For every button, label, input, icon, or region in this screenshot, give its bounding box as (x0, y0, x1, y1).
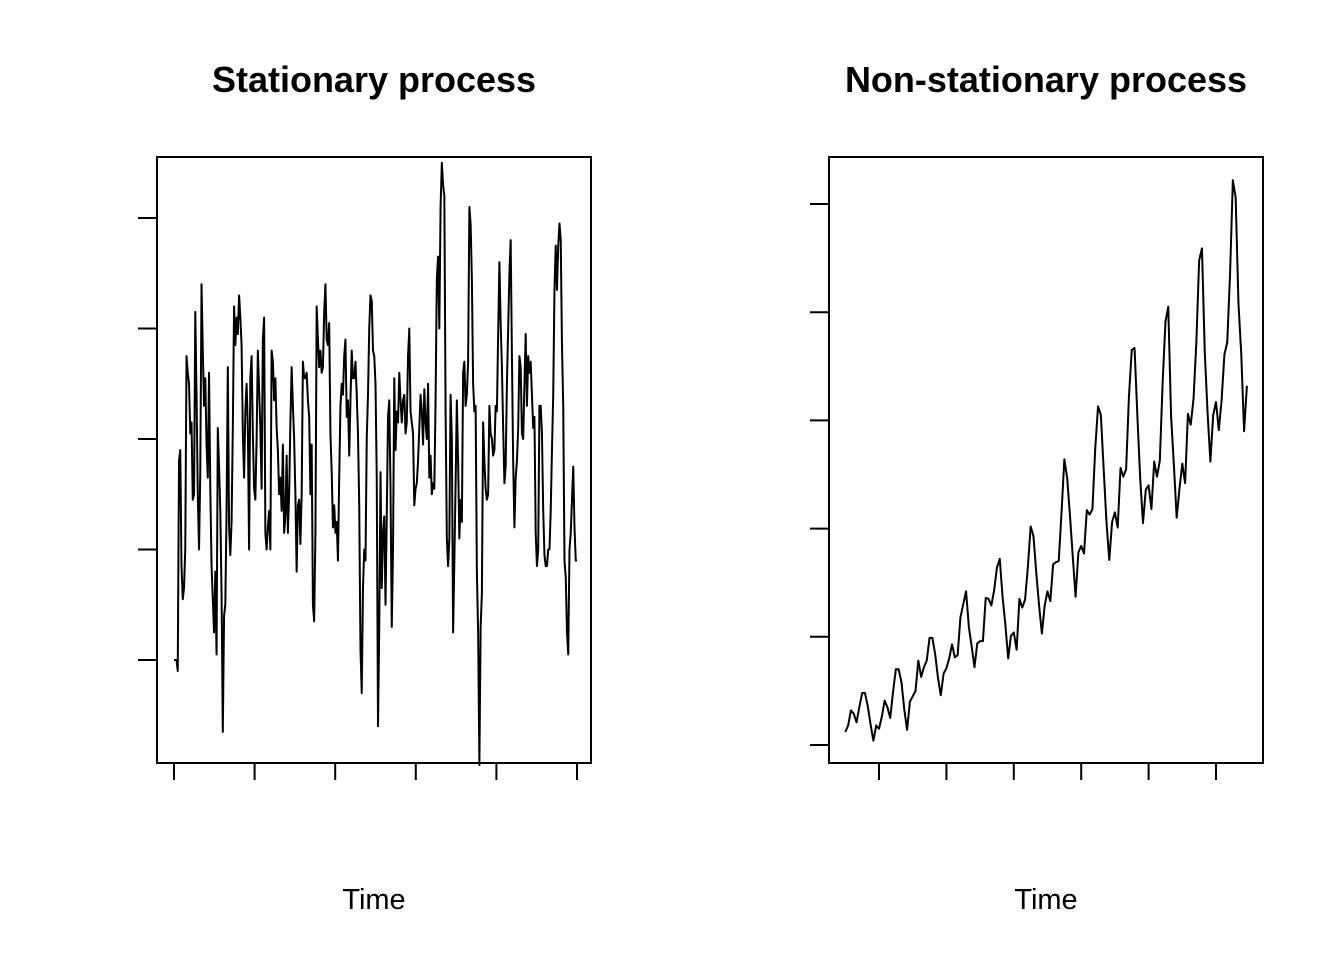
series-line (174, 161, 577, 766)
chart-title: Non-stationary process (845, 59, 1247, 100)
chart-title: Stationary process (212, 59, 536, 100)
series-line (844, 179, 1248, 742)
stationary-panel: Stationary process Time (138, 59, 592, 916)
plot-frame (828, 156, 1264, 764)
x-axis-label: Time (1014, 884, 1077, 916)
x-axis-label: Time (342, 884, 405, 916)
plot-frame (156, 156, 592, 764)
non-stationary-panel: Non-stationary process Time (810, 59, 1264, 916)
